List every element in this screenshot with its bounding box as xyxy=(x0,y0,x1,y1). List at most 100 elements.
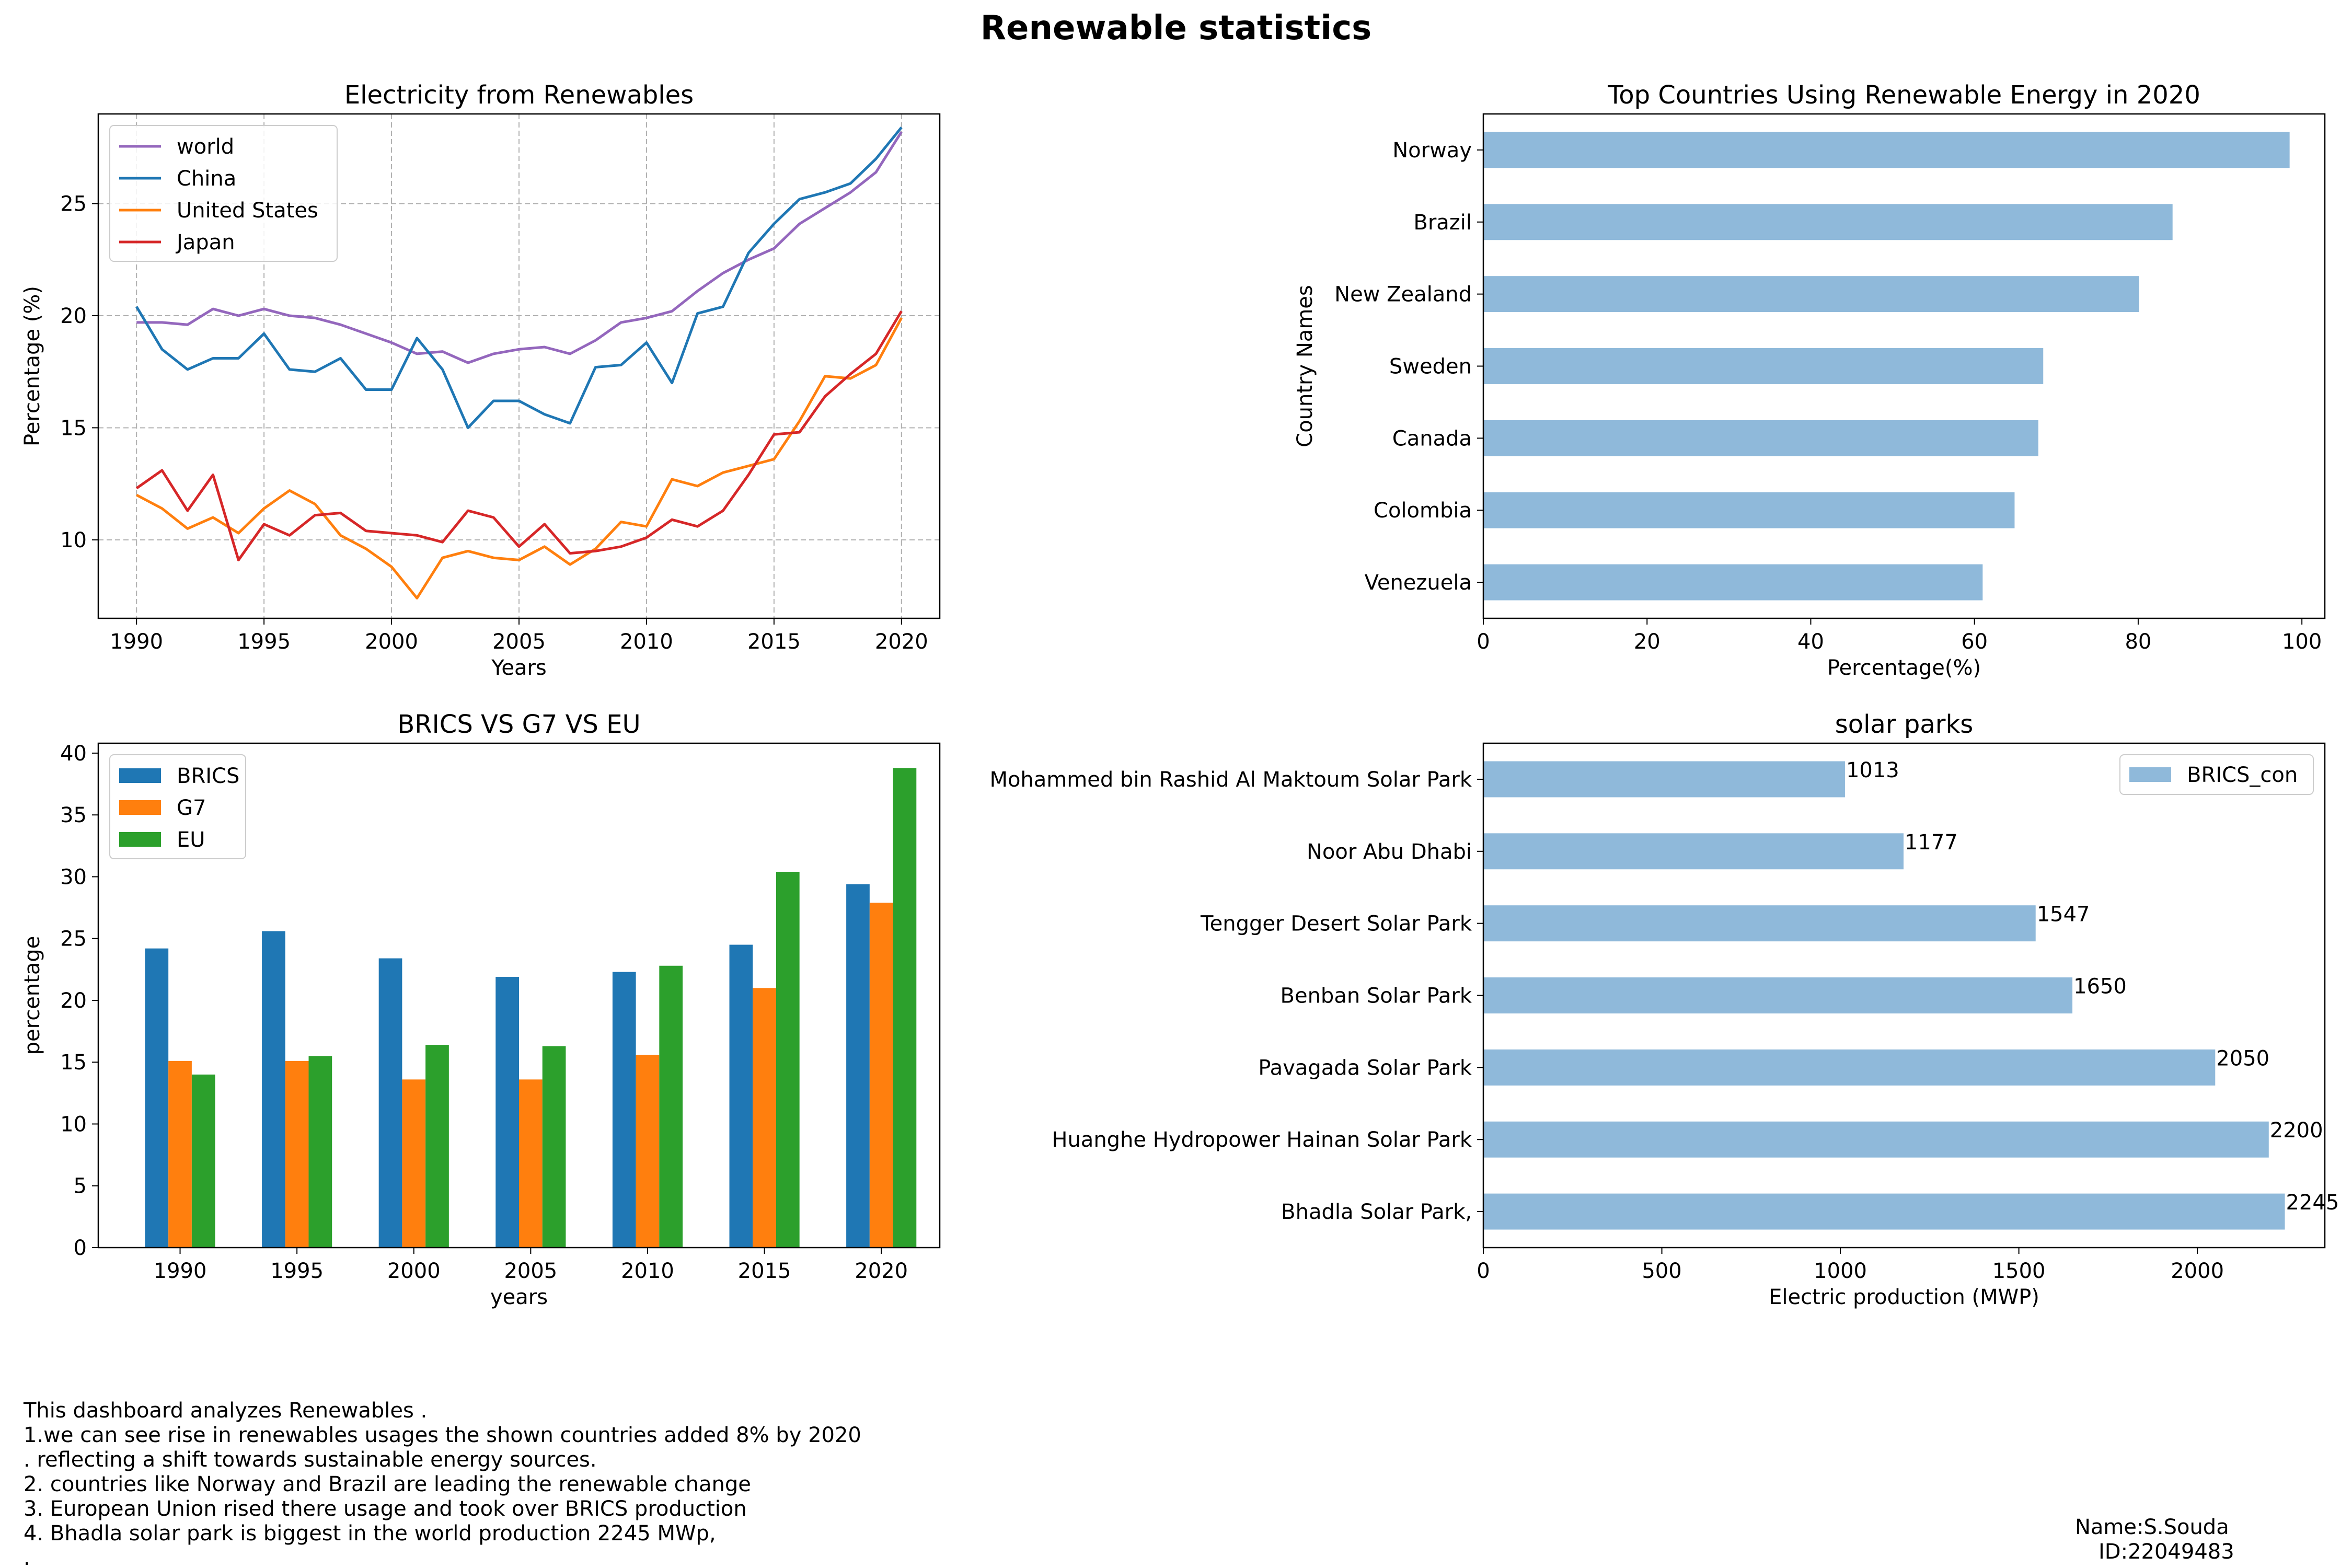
line-chart-legend-box xyxy=(109,125,338,262)
grouped-bar-xtick-label: 1990 xyxy=(154,1259,207,1283)
bar-brazil xyxy=(1483,204,2173,240)
grouped-bar-xlabel: years xyxy=(490,1285,548,1309)
solar-parks-xtick-label: 2000 xyxy=(2171,1259,2224,1283)
legend-label-eu: EU xyxy=(177,828,205,852)
bar-brics-1990 xyxy=(145,948,169,1248)
bar-bhadla-solar-park xyxy=(1483,1193,2285,1230)
grouped-bar-xtick-label: 1995 xyxy=(270,1259,324,1283)
grouped-bar-frame xyxy=(97,742,941,1249)
data-label-pavagada-solar-park: 2050 xyxy=(2216,1046,2269,1070)
bar-brics-2005 xyxy=(495,977,519,1248)
countries-chart-panel: Top Countries Using Renewable Energy in … xyxy=(1293,80,2326,680)
line-chart-frame xyxy=(97,113,941,619)
line-chart-xlabel: Years xyxy=(491,656,547,680)
line-chart-xtick-label: 2010 xyxy=(620,630,673,654)
data-label-bhadla-solar-park: 2245 xyxy=(2286,1191,2339,1215)
line-chart-xtick-label: 1990 xyxy=(110,630,163,654)
bar-brics-1995 xyxy=(262,931,285,1248)
grouped-bar-ytick-label: 5 xyxy=(74,1174,87,1198)
grouped-bar-xtick-label: 2005 xyxy=(504,1259,557,1283)
note-line: 1.we can see rise in renewables usages t… xyxy=(24,1423,861,1447)
bar-brics-2015 xyxy=(729,944,753,1248)
park-label-bhadla-solar-park: Bhadla Solar Park, xyxy=(1281,1200,1472,1224)
countries-chart-xtick-label: 100 xyxy=(2282,630,2322,654)
legend-label-japan: Japan xyxy=(175,230,235,255)
legend-label-united-states: United States xyxy=(177,199,318,223)
grouped-bar-title: BRICS VS G7 VS EU xyxy=(397,710,640,739)
line-chart-xtick-label: 2000 xyxy=(365,630,418,654)
line-chart-ytick-label: 15 xyxy=(60,416,87,440)
bar-huanghe-hydropower-hainan-solar-park xyxy=(1483,1121,2269,1158)
countries-chart-xtick-label: 20 xyxy=(1634,630,1661,654)
bar-eu-1995 xyxy=(308,1056,332,1248)
dashboard-title: Renewable statistics xyxy=(981,9,1371,48)
bar-eu-2020 xyxy=(893,768,917,1248)
country-label-canada: Canada xyxy=(1392,426,1472,451)
data-label-noor-abu-dhabi: 1177 xyxy=(1905,831,1958,855)
countries-chart-title: Top Countries Using Renewable Energy in … xyxy=(1607,80,2200,110)
bar-sweden xyxy=(1483,348,2044,384)
note-line: This dashboard analyzes Renewables . xyxy=(23,1399,427,1423)
bar-mohammed-bin-rashid-al-maktoum-solar-park xyxy=(1483,761,1845,798)
park-label-huanghe-hydropower-hainan-solar-park: Huanghe Hydropower Hainan Solar Park xyxy=(1052,1128,1472,1152)
data-label-mohammed-bin-rashid-al-maktoum-solar-park: 1013 xyxy=(1846,758,1899,782)
country-label-norway: Norway xyxy=(1392,139,1472,163)
country-label-colombia: Colombia xyxy=(1374,499,1472,523)
author-id: ID:22049483 xyxy=(2099,1540,2234,1564)
series-line-united-states xyxy=(136,317,903,599)
bar-g7-2010 xyxy=(636,1055,660,1248)
countries-chart-frame xyxy=(1482,113,2326,619)
note-line: 4. Bhadla solar park is biggest in the w… xyxy=(24,1521,716,1546)
line-chart-title: Electricity from Renewables xyxy=(344,80,694,110)
solar-parks-xtick-label: 1500 xyxy=(1992,1259,2046,1283)
countries-chart-xtick-label: 60 xyxy=(1961,630,1988,654)
dashboard-notes: This dashboard analyzes Renewables . 1.w… xyxy=(23,1399,861,1568)
bar-benban-solar-park xyxy=(1483,977,2073,1013)
data-label-tengger-desert-solar-park: 1547 xyxy=(2037,903,2090,927)
legend-label-brics-con: BRICS_con xyxy=(2187,763,2298,787)
legend-label-brics: BRICS xyxy=(177,764,239,788)
grouped-bar-ytick-label: 0 xyxy=(74,1236,87,1260)
bar-g7-2020 xyxy=(869,903,893,1248)
legend-label-world: world xyxy=(177,135,234,159)
bar-new-zealand xyxy=(1483,276,2139,313)
line-chart-panel: Electricity from Renewables 1990 1995 2000 2… xyxy=(20,80,941,680)
author-name: Name:S.Souda xyxy=(2075,1515,2229,1539)
line-chart-xtick-label: 1995 xyxy=(237,630,291,654)
note-line: 3. European Union rised there usage and … xyxy=(24,1497,747,1521)
countries-chart-xtick-label: 80 xyxy=(2125,630,2151,654)
bar-eu-2000 xyxy=(425,1045,449,1248)
grouped-bar-ytick-label: 40 xyxy=(60,742,87,766)
bar-eu-2015 xyxy=(776,871,800,1248)
country-label-venezuela: Venezuela xyxy=(1365,571,1472,595)
data-label-huanghe-hydropower-hainan-solar-park: 2200 xyxy=(2270,1119,2323,1143)
bar-noor-abu-dhabi xyxy=(1483,833,1904,870)
solar-parks-xlabel: Electric production (MWP) xyxy=(1769,1285,2039,1309)
park-label-pavagada-solar-park: Pavagada Solar Park xyxy=(1258,1056,1472,1080)
countries-chart-ylabel: Country Names xyxy=(1293,285,1317,447)
line-chart-ylabel: Percentage (%) xyxy=(20,286,44,446)
bar-eu-2005 xyxy=(542,1046,566,1248)
bar-eu-1990 xyxy=(191,1074,215,1248)
grouped-bar-ytick-label: 10 xyxy=(60,1112,87,1136)
line-chart-xtick-label: 2005 xyxy=(492,630,546,654)
bar-g7-2015 xyxy=(753,988,776,1248)
legend-swatch-eu xyxy=(119,832,161,847)
line-chart-xtick-label: 2020 xyxy=(875,630,928,654)
note-line: . reflecting a shift towards sustainable… xyxy=(24,1448,597,1472)
bar-norway xyxy=(1483,132,2290,168)
countries-chart-xtick-label: 0 xyxy=(1477,630,1490,654)
note-line: 2. countries like Norway and Brazil are … xyxy=(24,1472,751,1496)
bar-brics-2010 xyxy=(612,972,636,1248)
line-chart-xtick-label: 2015 xyxy=(747,630,801,654)
country-label-new-zealand: New Zealand xyxy=(1334,283,1472,307)
solar-parks-frame xyxy=(1482,742,2326,1249)
grouped-bar-xtick-label: 2020 xyxy=(855,1259,908,1283)
data-label-benban-solar-park: 1650 xyxy=(2073,975,2127,999)
countries-chart-xlabel: Percentage(%) xyxy=(1827,656,1981,680)
legend-label-china: China xyxy=(177,167,236,191)
legend-swatch-brics xyxy=(119,768,161,783)
grouped-bar-xtick-label: 2010 xyxy=(621,1259,674,1283)
bar-eu-2010 xyxy=(659,965,683,1248)
